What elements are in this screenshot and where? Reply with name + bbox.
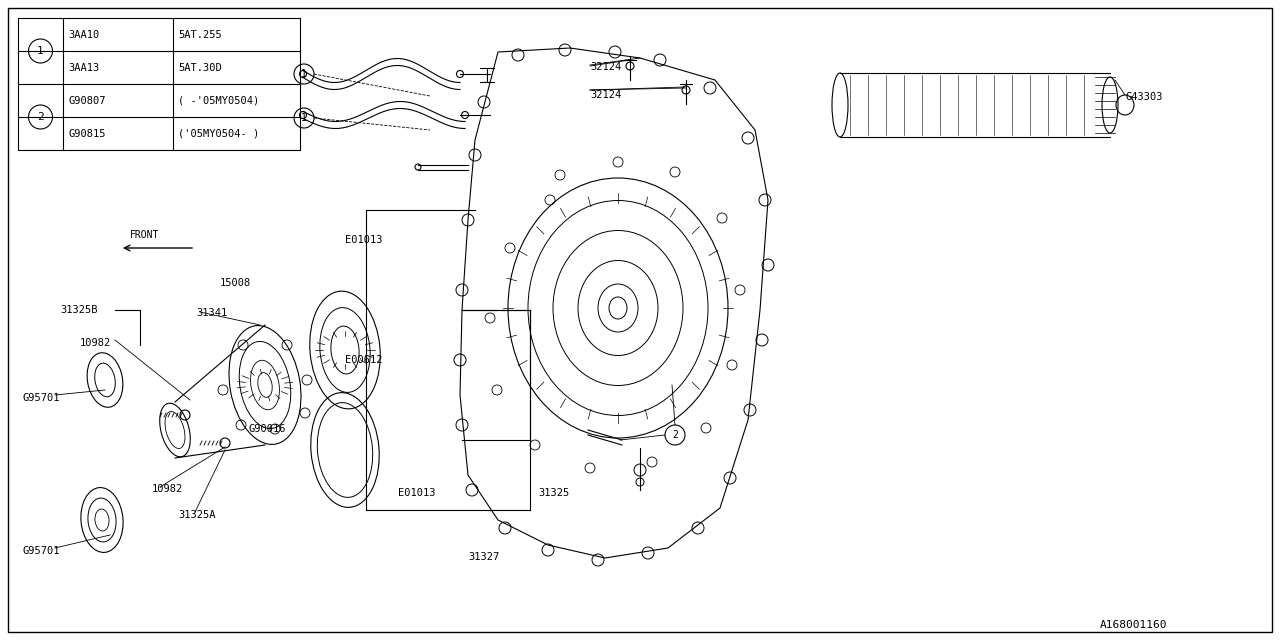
Text: 32124: 32124 [590,90,621,100]
Text: 32124: 32124 [590,62,621,72]
Text: FRONT: FRONT [131,230,160,240]
Text: 2: 2 [37,112,44,122]
Text: A168001160: A168001160 [1100,620,1167,630]
Text: 31325A: 31325A [178,510,215,520]
Text: 5AT.255: 5AT.255 [178,29,221,40]
Text: 3AA10: 3AA10 [68,29,100,40]
Text: G95701: G95701 [22,393,59,403]
Text: 3AA13: 3AA13 [68,63,100,72]
Text: 15008: 15008 [220,278,251,288]
Text: E01013: E01013 [398,488,435,498]
Text: G43303: G43303 [1125,92,1162,102]
Text: 2: 2 [672,430,678,440]
Text: 31327: 31327 [468,552,499,562]
Text: 10982: 10982 [81,338,111,348]
Text: E01013: E01013 [346,235,383,245]
Text: 31341: 31341 [196,308,228,318]
Text: 1: 1 [301,113,307,123]
Text: ( -'05MY0504): ( -'05MY0504) [178,95,260,106]
Text: G90815: G90815 [68,129,105,138]
Text: 31325: 31325 [538,488,570,498]
Text: 10982: 10982 [152,484,183,494]
Text: G90016: G90016 [248,424,285,434]
Text: G95701: G95701 [22,546,59,556]
Text: 1: 1 [37,46,44,56]
Text: 1: 1 [301,69,307,79]
Text: 31325B: 31325B [60,305,97,315]
Text: E00612: E00612 [346,355,383,365]
Text: G90807: G90807 [68,95,105,106]
Bar [18,18,300,150]
Text: 5AT.30D: 5AT.30D [178,63,221,72]
Text: ('05MY0504- ): ('05MY0504- ) [178,129,260,138]
